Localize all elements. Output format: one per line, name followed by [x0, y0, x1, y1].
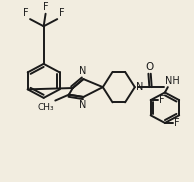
Text: F: F — [159, 95, 165, 105]
Text: N: N — [136, 82, 144, 92]
Text: O: O — [145, 62, 153, 72]
Text: F: F — [23, 8, 28, 18]
Text: NH: NH — [165, 76, 180, 86]
Text: F: F — [43, 2, 48, 12]
Text: F: F — [59, 8, 65, 18]
Text: F: F — [174, 118, 179, 128]
Text: N: N — [79, 100, 86, 110]
Text: N: N — [79, 66, 86, 76]
Text: CH₃: CH₃ — [38, 103, 54, 112]
